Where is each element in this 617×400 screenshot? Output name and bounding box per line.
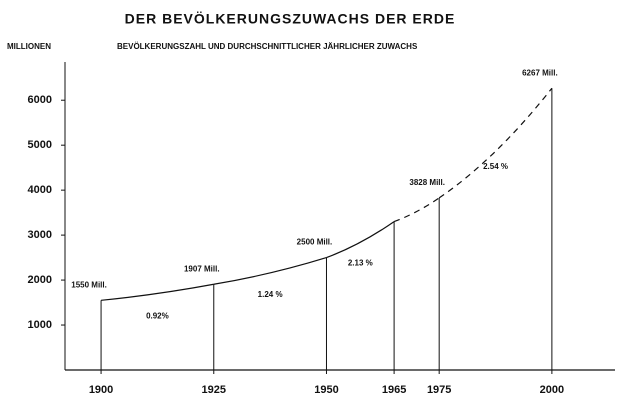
- y-tick-label: 2000: [28, 274, 52, 286]
- growth-rate: 0.92%: [146, 311, 169, 320]
- y-tick-label: 5000: [28, 139, 52, 151]
- data-label: 3828 Mill.: [409, 178, 445, 187]
- y-axis-label: MILLIONEN: [7, 42, 51, 51]
- x-tick-label: 1975: [427, 384, 451, 396]
- data-label: 1907 Mill.: [184, 264, 220, 273]
- x-tick-label: 1950: [314, 384, 338, 396]
- y-tick-label: 1000: [28, 319, 52, 331]
- growth-rate: 2.13 %: [348, 259, 373, 268]
- y-tick-label: 6000: [28, 94, 52, 106]
- growth-rate: 1.24 %: [258, 290, 283, 299]
- growth-rate: 2.54 %: [483, 162, 508, 171]
- line-segment: [213, 257, 327, 285]
- line-segment: [101, 283, 214, 301]
- line-segment: [326, 221, 395, 259]
- data-label: 1550 Mill.: [71, 280, 107, 289]
- x-tick-label: 1965: [382, 384, 406, 396]
- y-tick-label: 4000: [28, 184, 52, 196]
- x-tick-label: 2000: [540, 384, 564, 396]
- x-tick-label: 1925: [202, 384, 226, 396]
- data-label: 2500 Mill.: [297, 238, 333, 247]
- line-segment: [438, 87, 553, 199]
- line-segment: [393, 197, 440, 223]
- y-tick-label: 3000: [28, 229, 52, 241]
- data-label: 6267 Mill.: [522, 68, 558, 77]
- chart-subtitle: BEVÖLKERUNGSZAHL UND DURCHSCHNITTLICHER …: [117, 42, 418, 51]
- x-tick-label: 1900: [89, 384, 113, 396]
- chart-title: DER BEVÖLKERUNGSZUWACHS DER ERDE: [125, 11, 456, 27]
